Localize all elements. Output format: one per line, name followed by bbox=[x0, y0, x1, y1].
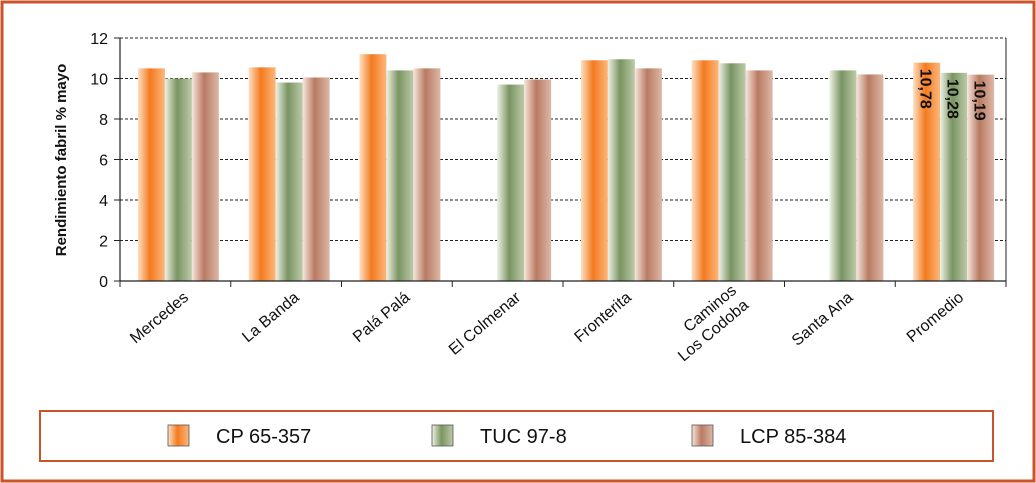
category-label: El Colmenar bbox=[446, 289, 525, 359]
category-label: Santa Ana bbox=[789, 289, 857, 350]
category-label: Palá Palá bbox=[350, 289, 413, 346]
category-label-line: Promedio bbox=[904, 289, 967, 346]
y-tick-labels: 0 2 4 6 8 10 12 bbox=[90, 31, 108, 291]
bar-2-2 bbox=[413, 68, 441, 281]
category-label: Fronterita bbox=[572, 289, 635, 346]
bar-5-2 bbox=[745, 70, 773, 282]
bar-6-1 bbox=[829, 70, 857, 282]
bar-3-1 bbox=[497, 84, 525, 281]
bar-7-1 bbox=[940, 72, 968, 281]
data-labels: 10,78 10,28 10,19 bbox=[917, 69, 988, 121]
data-label: 10,19 bbox=[971, 81, 988, 121]
legend-swatch-2 bbox=[691, 424, 714, 447]
bar-0-1 bbox=[164, 78, 192, 281]
bar-0-2 bbox=[191, 72, 219, 281]
bars bbox=[137, 54, 995, 282]
bar-1-2 bbox=[302, 77, 330, 281]
legend-swatch-1 bbox=[431, 424, 454, 447]
category-label: Mercedes bbox=[127, 289, 192, 347]
bar-3-2 bbox=[524, 79, 552, 281]
bar-2-1 bbox=[386, 70, 414, 282]
y-tick-label: 10 bbox=[90, 72, 108, 89]
legend-label-1: TUC 97-8 bbox=[480, 426, 567, 448]
bar-6-2 bbox=[856, 74, 884, 281]
category-label-line: El Colmenar bbox=[446, 289, 525, 359]
y-tick-label: 8 bbox=[99, 112, 108, 129]
y-tick-label: 2 bbox=[99, 234, 108, 251]
axes bbox=[114, 37, 1007, 287]
x-tick-labels: Mercedes La Banda Palá Palá El Colmenar Fron… bbox=[127, 282, 967, 365]
legend: CP 65-357 TUC 97-8 LCP 85-384 bbox=[167, 424, 846, 448]
bar-2-0 bbox=[359, 54, 387, 282]
bar-0-0 bbox=[137, 68, 165, 281]
bar-5-0 bbox=[691, 60, 719, 282]
category-label: Promedio bbox=[904, 289, 967, 346]
legend-box bbox=[39, 410, 994, 462]
category-label-line: Palá Palá bbox=[350, 289, 413, 346]
bar-1-0 bbox=[248, 67, 276, 281]
category-label: La Banda bbox=[239, 289, 302, 346]
category-label: CaminosLos Codoba bbox=[663, 282, 752, 365]
category-label-line: Santa Ana bbox=[789, 289, 857, 350]
bar-7-0 bbox=[913, 62, 941, 281]
y-axis-label: Rendimiento fabril % mayo bbox=[53, 64, 70, 257]
data-label: 10,78 bbox=[917, 69, 934, 109]
bar-4-2 bbox=[634, 68, 662, 281]
y-tick-label: 4 bbox=[99, 193, 108, 210]
y-tick-label: 6 bbox=[99, 153, 108, 170]
y-tick-label: 0 bbox=[99, 274, 108, 291]
y-tick-label: 12 bbox=[90, 31, 108, 48]
bar-5-1 bbox=[718, 63, 746, 281]
legend-label-0: CP 65-357 bbox=[216, 426, 311, 448]
category-label-line: Fronterita bbox=[572, 289, 635, 346]
bar-4-0 bbox=[580, 60, 608, 282]
legend-label-2: LCP 85-384 bbox=[740, 426, 846, 448]
bar-4-1 bbox=[607, 59, 635, 282]
legend-swatch-0 bbox=[167, 424, 190, 447]
bar-7-2 bbox=[967, 74, 995, 281]
category-label-line: Mercedes bbox=[127, 289, 192, 347]
bar-1-1 bbox=[275, 82, 303, 281]
category-label-line: La Banda bbox=[239, 289, 302, 346]
data-label: 10,28 bbox=[944, 79, 961, 119]
